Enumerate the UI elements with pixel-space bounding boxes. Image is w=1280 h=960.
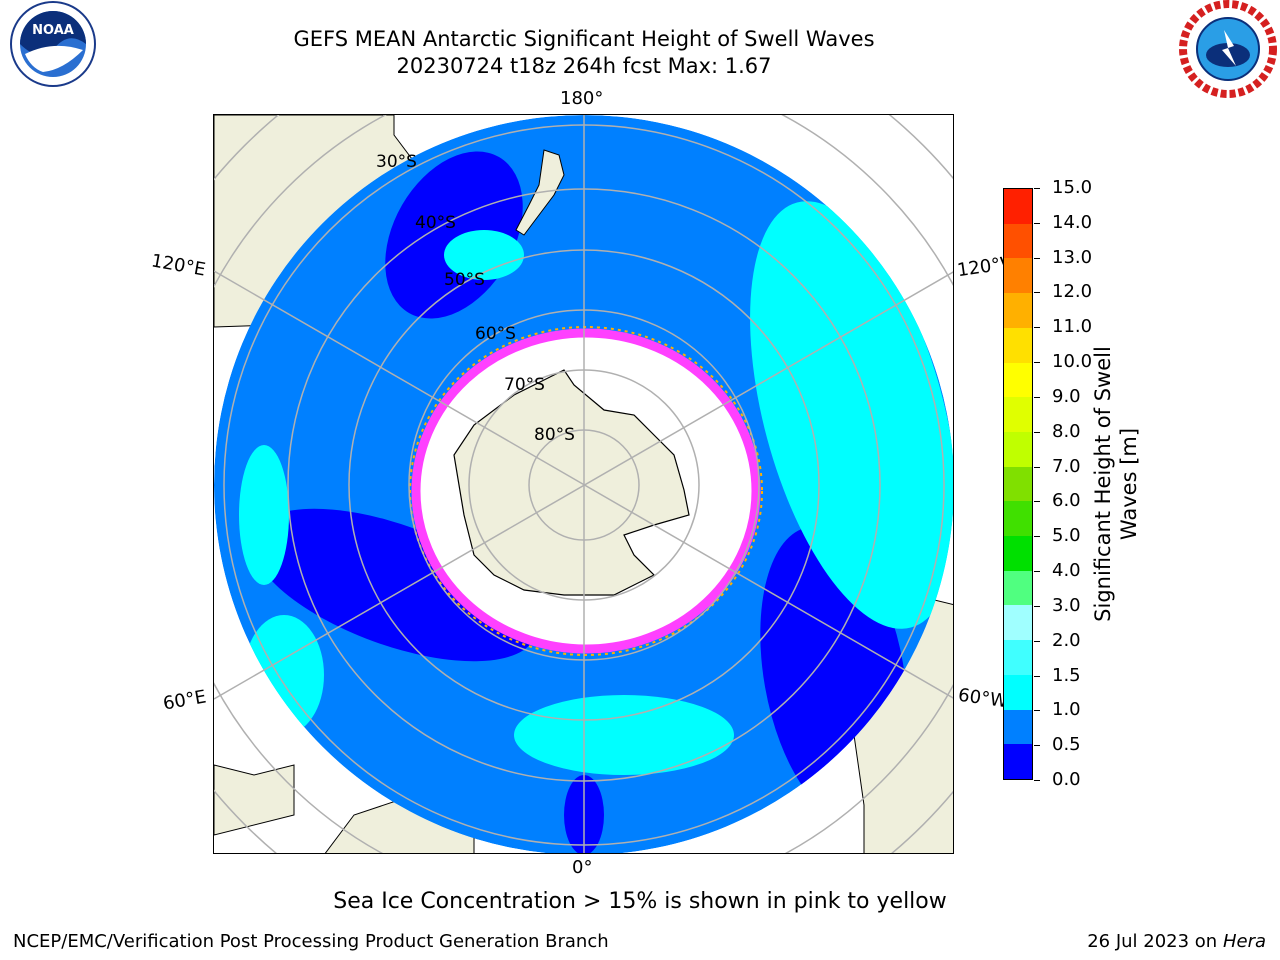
high-swell-region-3	[444, 230, 524, 280]
title-line-2: 20230724 t18z 264h fcst Max: 1.67	[396, 54, 772, 78]
colorbar-segment	[1004, 397, 1032, 432]
svg-text:NOAA: NOAA	[32, 23, 74, 38]
colorbar-tick-label: 1.5	[1052, 664, 1081, 686]
colorbar-tick-label: 6.0	[1052, 490, 1081, 512]
high-swell-region-2	[514, 695, 734, 775]
lat-label-70s: 70°S	[504, 375, 545, 395]
colorbar-segment	[1004, 327, 1032, 363]
colorbar-segment	[1004, 744, 1032, 779]
colorbar-tick-label: 5.0	[1052, 525, 1081, 547]
colorbar-tick-label: 9.0	[1052, 385, 1081, 407]
colorbar-tick	[1034, 571, 1040, 573]
colorbar-segment	[1004, 189, 1032, 224]
colorbar-tick-label: 13.0	[1052, 246, 1093, 268]
noaa-logo: NOAA	[3, 0, 103, 88]
lon-label-60e: 60°E	[161, 686, 208, 715]
antarctica-land	[453, 369, 690, 596]
colorbar-tick-label: 12.0	[1052, 281, 1093, 303]
colorbar-tick	[1034, 222, 1040, 224]
colorbar-tick	[1034, 745, 1040, 747]
colorbar-tick-label: 0.0	[1052, 769, 1081, 790]
colorbar-tick	[1034, 292, 1040, 294]
lat-label-80s: 80°S	[534, 425, 575, 445]
lon-label-120e: 120°E	[149, 250, 208, 281]
colorbar-tick	[1034, 780, 1040, 781]
sea-ice-edge	[409, 326, 763, 656]
colorbar-tick-label: 3.0	[1052, 594, 1081, 616]
nws-logo	[1178, 0, 1278, 98]
colorbar-tick-label: 7.0	[1052, 455, 1081, 477]
colorbar-segment	[1004, 640, 1032, 675]
colorbar-tick	[1034, 466, 1040, 468]
lat-label-60s: 60°S	[475, 324, 516, 344]
colorbar-segment	[1004, 466, 1032, 502]
lat-label-50s: 50°S	[444, 270, 485, 290]
footer-credit: NCEP/EMC/Verification Post Processing Pr…	[13, 931, 609, 952]
colorbar-segment	[1004, 501, 1032, 537]
lon-label-0: 0°	[572, 857, 593, 878]
colorbar-segment	[1004, 605, 1032, 641]
map-canvas	[214, 115, 953, 853]
colorbar-tick	[1034, 362, 1040, 364]
title-line-1: GEFS MEAN Antarctic Significant Height o…	[293, 27, 875, 51]
colorbar-segment	[1004, 293, 1032, 328]
colorbar-label: Significant Height of Swell Waves [m]	[1091, 346, 1141, 622]
colorbar-tick-label: 0.5	[1052, 734, 1081, 756]
colorbar-tick	[1034, 675, 1040, 677]
colorbar-tick-label: 2.0	[1052, 629, 1081, 651]
colorbar-segment	[1004, 536, 1032, 571]
sea-ice-note: Sea Ice Concentration > 15% is shown in …	[333, 889, 947, 914]
footer-date-text: 26 Jul 2023 on	[1087, 931, 1223, 952]
high-swell-region-1	[750, 201, 953, 629]
colorbar-tick-label: 4.0	[1052, 560, 1081, 582]
colorbar-tick-label: 11.0	[1052, 316, 1093, 338]
colorbar-tick	[1034, 710, 1040, 712]
lat-label-40s: 40°S	[415, 213, 456, 233]
footer-date: 26 Jul 2023 on Hera	[1087, 931, 1266, 952]
polar-map	[213, 114, 954, 854]
colorbar-tick	[1034, 396, 1040, 398]
colorbar-tick	[1034, 640, 1040, 642]
lat-label-30s: 30°S	[376, 152, 417, 172]
colorbar-segment	[1004, 570, 1032, 606]
colorbar-tick	[1034, 431, 1040, 433]
colorbar-tick	[1034, 257, 1040, 259]
colorbar-tick-label: 15.0	[1052, 177, 1093, 198]
colorbar-segment	[1004, 709, 1032, 745]
colorbar-segment	[1004, 362, 1032, 398]
footer-host: Hera	[1222, 931, 1266, 952]
colorbar-tick-label: 14.0	[1052, 211, 1093, 233]
colorbar-segment	[1004, 431, 1032, 467]
low-swell-region-1	[251, 508, 537, 662]
colorbar-tick-label: 10.0	[1052, 351, 1093, 373]
colorbar-tick	[1034, 536, 1040, 538]
colorbar-segment	[1004, 258, 1032, 294]
graticule	[214, 115, 953, 853]
high-swell-region-4	[239, 445, 289, 585]
colorbar-tick	[1034, 605, 1040, 607]
colorbar-tick	[1034, 501, 1040, 503]
lon-label-60w: 60°W	[956, 684, 1009, 713]
colorbar-segment	[1004, 674, 1032, 710]
colorbar	[1003, 188, 1033, 780]
colorbar-segment	[1004, 223, 1032, 259]
colorbar-tick	[1034, 327, 1040, 329]
colorbar-tick	[1034, 188, 1040, 189]
map-title: GEFS MEAN Antarctic Significant Height o…	[264, 26, 904, 80]
lon-label-180: 180°	[560, 88, 604, 109]
colorbar-tick-label: 1.0	[1052, 699, 1081, 721]
colorbar-tick-label: 8.0	[1052, 420, 1081, 442]
